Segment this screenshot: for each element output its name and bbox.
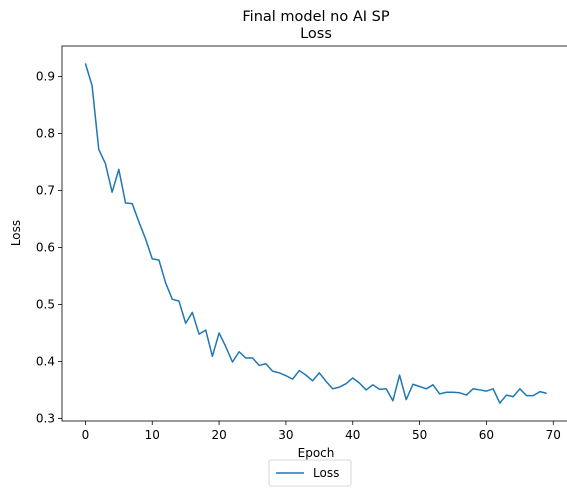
- x-tick-label: 10: [145, 428, 160, 442]
- x-tick-label: 40: [345, 428, 360, 442]
- plot-frame: [61, 45, 567, 422]
- chart-subtitle: Loss: [300, 26, 332, 42]
- y-tick-label: 0.4: [36, 354, 55, 368]
- legend-label: Loss: [313, 466, 339, 480]
- plot-lines: [84, 63, 547, 404]
- series-line-loss: [84, 63, 547, 404]
- x-axis-label: Epoch: [298, 446, 335, 460]
- y-tick-label: 0.5: [36, 297, 55, 311]
- y-tick-label: 0.8: [36, 126, 55, 140]
- x-tick-label: 20: [211, 428, 226, 442]
- y-tick-label: 0.7: [36, 183, 55, 197]
- chart-title: Final model no AI SP: [242, 9, 389, 25]
- x-tick-label: 60: [479, 428, 494, 442]
- y-axis-ticks: 0.3 0.4 0.5 0.6 0.7 0.8 0.9: [36, 69, 62, 425]
- x-axis-ticks: 0 10 20 30 40 50 60 70: [82, 421, 561, 442]
- y-tick-label: 0.9: [36, 69, 55, 83]
- y-tick-label: 0.6: [36, 240, 55, 254]
- y-axis-label: Loss: [9, 220, 23, 246]
- x-tick-label: 0: [82, 428, 90, 442]
- legend-frame: [268, 459, 352, 487]
- x-tick-label: 50: [412, 428, 427, 442]
- y-tick-label: 0.3: [36, 411, 55, 425]
- legend: Loss: [268, 459, 352, 487]
- x-tick-label: 70: [546, 428, 561, 442]
- x-tick-label: 30: [278, 428, 293, 442]
